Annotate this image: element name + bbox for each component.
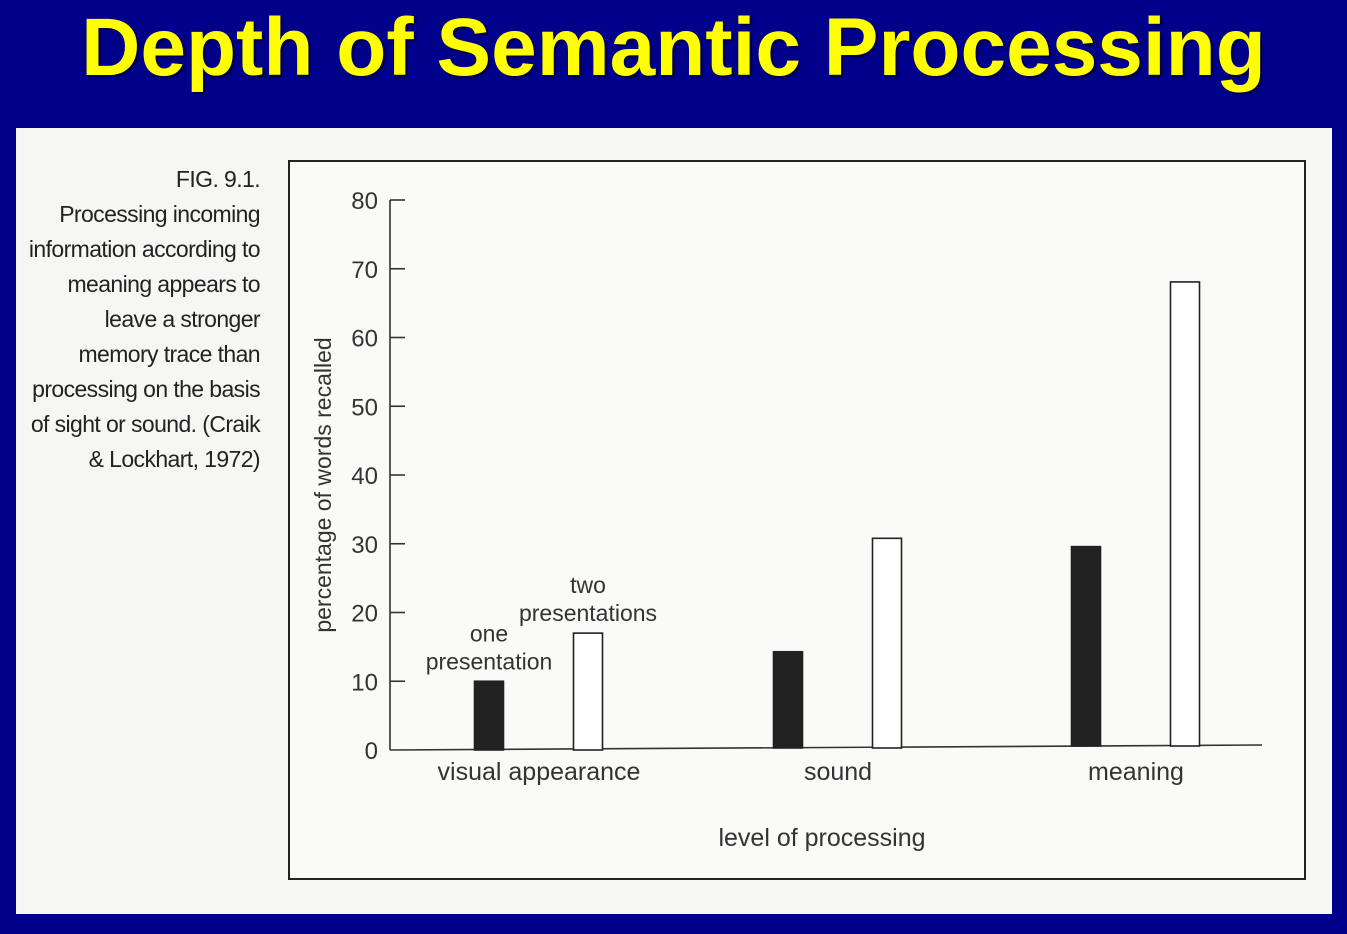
y-tick-label: 10 [351, 669, 378, 696]
x-tick-label: meaning [1088, 758, 1184, 786]
annotation-label: one [470, 620, 508, 646]
slide-title: Depth of Semantic Processing [81, 2, 1266, 93]
bar-0-2 [1070, 545, 1102, 747]
bar-0-0 [473, 680, 505, 751]
figure-panel: FIG. 9.1. Processing incoming informatio… [16, 128, 1332, 914]
y-tick-label: 0 [365, 738, 378, 765]
annotation-label: two [570, 572, 606, 598]
chart-frame: 0 10 20 30 40 50 60 70 80 percentage of words rec… [288, 160, 1306, 880]
bar-chart: 0 10 20 30 40 50 60 70 80 percentage of words rec… [310, 188, 1263, 852]
y-tick-label: 60 [351, 326, 378, 353]
x-tick-label: sound [804, 758, 872, 786]
y-axis-label: percentage of words recalled [310, 337, 336, 632]
y-tick-label: 70 [351, 257, 378, 284]
annotation-label: presentations [519, 600, 657, 626]
y-tick-label: 30 [351, 532, 378, 559]
bar-1-1 [871, 537, 903, 749]
bar-1-2 [1169, 281, 1201, 747]
y-tick-label: 50 [351, 394, 378, 421]
x-axis-label: level of processing [718, 824, 925, 852]
annotation-label: presentation [426, 648, 553, 674]
bar-0-1 [772, 650, 804, 749]
x-axis-line [389, 744, 1263, 751]
y-tick-label: 80 [351, 188, 378, 215]
x-tick-label: visual appearance [438, 758, 641, 786]
figure-caption-text: Processing incoming information accordin… [28, 201, 261, 472]
y-tick-label: 40 [351, 463, 378, 490]
y-tick-label: 20 [351, 601, 378, 628]
figure-caption: FIG. 9.1. Processing incoming informatio… [28, 162, 261, 477]
bar-1-0 [572, 632, 604, 751]
figure-label: FIG. 9.1. [175, 166, 261, 192]
